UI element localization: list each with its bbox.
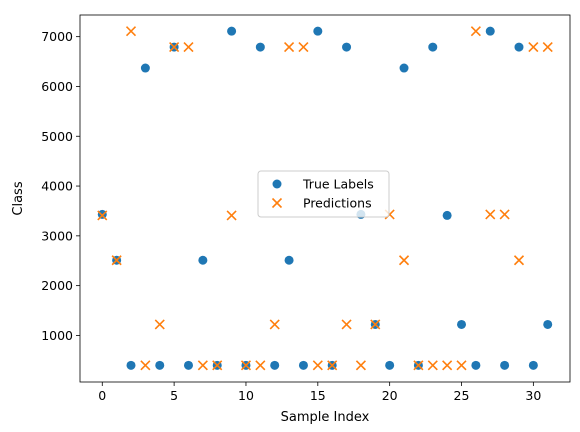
prediction-point-30 xyxy=(528,42,539,53)
prediction-point-7 xyxy=(197,360,208,371)
prediction-point-5 xyxy=(169,42,180,53)
prediction-point-10 xyxy=(240,360,252,371)
prediction-point-2 xyxy=(125,26,137,37)
prediction-point-6 xyxy=(183,42,194,53)
prediction-point-9 xyxy=(226,210,237,221)
true-label-point-12 xyxy=(270,360,280,370)
prediction-point-16 xyxy=(327,360,338,371)
prediction-point-31 xyxy=(542,42,553,53)
y-tick-label-7000: 7000 xyxy=(41,29,73,44)
data-marks xyxy=(97,26,553,371)
prediction-point-13 xyxy=(284,42,295,53)
plot-frame xyxy=(79,14,571,383)
prediction-point-18 xyxy=(355,360,366,371)
axes: 0 5 10 15 20 25 30 1000 2000 3000 4000 5000 6000 7000 xyxy=(41,29,541,403)
prediction-point-24 xyxy=(442,360,453,371)
true-label-point-3 xyxy=(140,63,150,73)
legend-box xyxy=(257,170,390,218)
y-tick-label-5000: 5000 xyxy=(41,129,73,144)
true-label-point-29 xyxy=(514,42,524,52)
legend-predictions-marker xyxy=(271,197,283,209)
true-label-point-23 xyxy=(428,42,438,52)
prediction-point-22 xyxy=(413,360,424,371)
x-tick-label-15: 15 xyxy=(310,388,326,403)
true-label-point-4 xyxy=(155,360,165,370)
true-label-point-15 xyxy=(313,26,323,36)
prediction-point-15 xyxy=(312,360,323,371)
true-label-point-2 xyxy=(126,360,136,370)
true-label-point-24 xyxy=(442,210,452,220)
y-tick-label-1000: 1000 xyxy=(41,328,73,343)
true-label-point-31 xyxy=(543,319,553,329)
true-label-point-7 xyxy=(198,255,208,265)
prediction-point-28 xyxy=(499,209,510,220)
x-tick-label-0: 0 xyxy=(98,388,106,403)
prediction-point-3 xyxy=(140,360,151,371)
prediction-point-12 xyxy=(269,319,280,330)
prediction-point-4 xyxy=(154,319,165,330)
true-label-point-6 xyxy=(183,360,193,370)
legend-true-labels-marker xyxy=(272,179,282,189)
prediction-point-1 xyxy=(111,255,122,266)
legend-true-labels-label: True Labels xyxy=(302,177,374,192)
prediction-point-21 xyxy=(398,255,410,266)
prediction-point-8 xyxy=(212,360,223,371)
prediction-point-14 xyxy=(298,42,309,53)
prediction-point-17 xyxy=(341,319,352,330)
true-label-point-20 xyxy=(385,360,395,370)
true-label-point-14 xyxy=(298,360,308,370)
legend-predictions-label: Predictions xyxy=(303,196,372,211)
x-tick-label-30: 30 xyxy=(525,388,541,403)
prediction-point-0 xyxy=(97,210,108,221)
true-label-point-27 xyxy=(485,26,495,36)
legend: True Labels Predictions xyxy=(257,170,390,218)
y-tick-label-2000: 2000 xyxy=(41,278,73,293)
true-label-point-25 xyxy=(457,319,467,329)
true-label-point-21 xyxy=(399,63,409,73)
x-tick-label-20: 20 xyxy=(382,388,398,403)
prediction-point-25 xyxy=(456,360,467,371)
x-tick-label-10: 10 xyxy=(238,388,254,403)
x-axis-label: Sample Index xyxy=(281,410,370,425)
prediction-point-11 xyxy=(255,360,266,371)
prediction-point-23 xyxy=(427,360,438,371)
y-tick-label-4000: 4000 xyxy=(41,179,73,194)
true-label-point-13 xyxy=(284,255,294,265)
y-axis-label: Class xyxy=(11,181,26,215)
true-label-point-17 xyxy=(342,42,352,52)
prediction-point-27 xyxy=(485,209,496,220)
prediction-point-29 xyxy=(513,255,525,266)
x-tick-label-5: 5 xyxy=(170,388,178,403)
true-label-point-26 xyxy=(471,360,481,370)
true-label-point-30 xyxy=(528,360,538,370)
y-tick-label-6000: 6000 xyxy=(41,79,73,94)
prediction-point-19 xyxy=(370,319,381,330)
x-tick-label-25: 25 xyxy=(454,388,470,403)
y-tick-label-3000: 3000 xyxy=(41,228,73,243)
true-label-point-9 xyxy=(227,26,237,36)
prediction-point-26 xyxy=(470,26,481,37)
true-label-point-28 xyxy=(500,360,510,370)
true-label-point-11 xyxy=(255,42,265,52)
